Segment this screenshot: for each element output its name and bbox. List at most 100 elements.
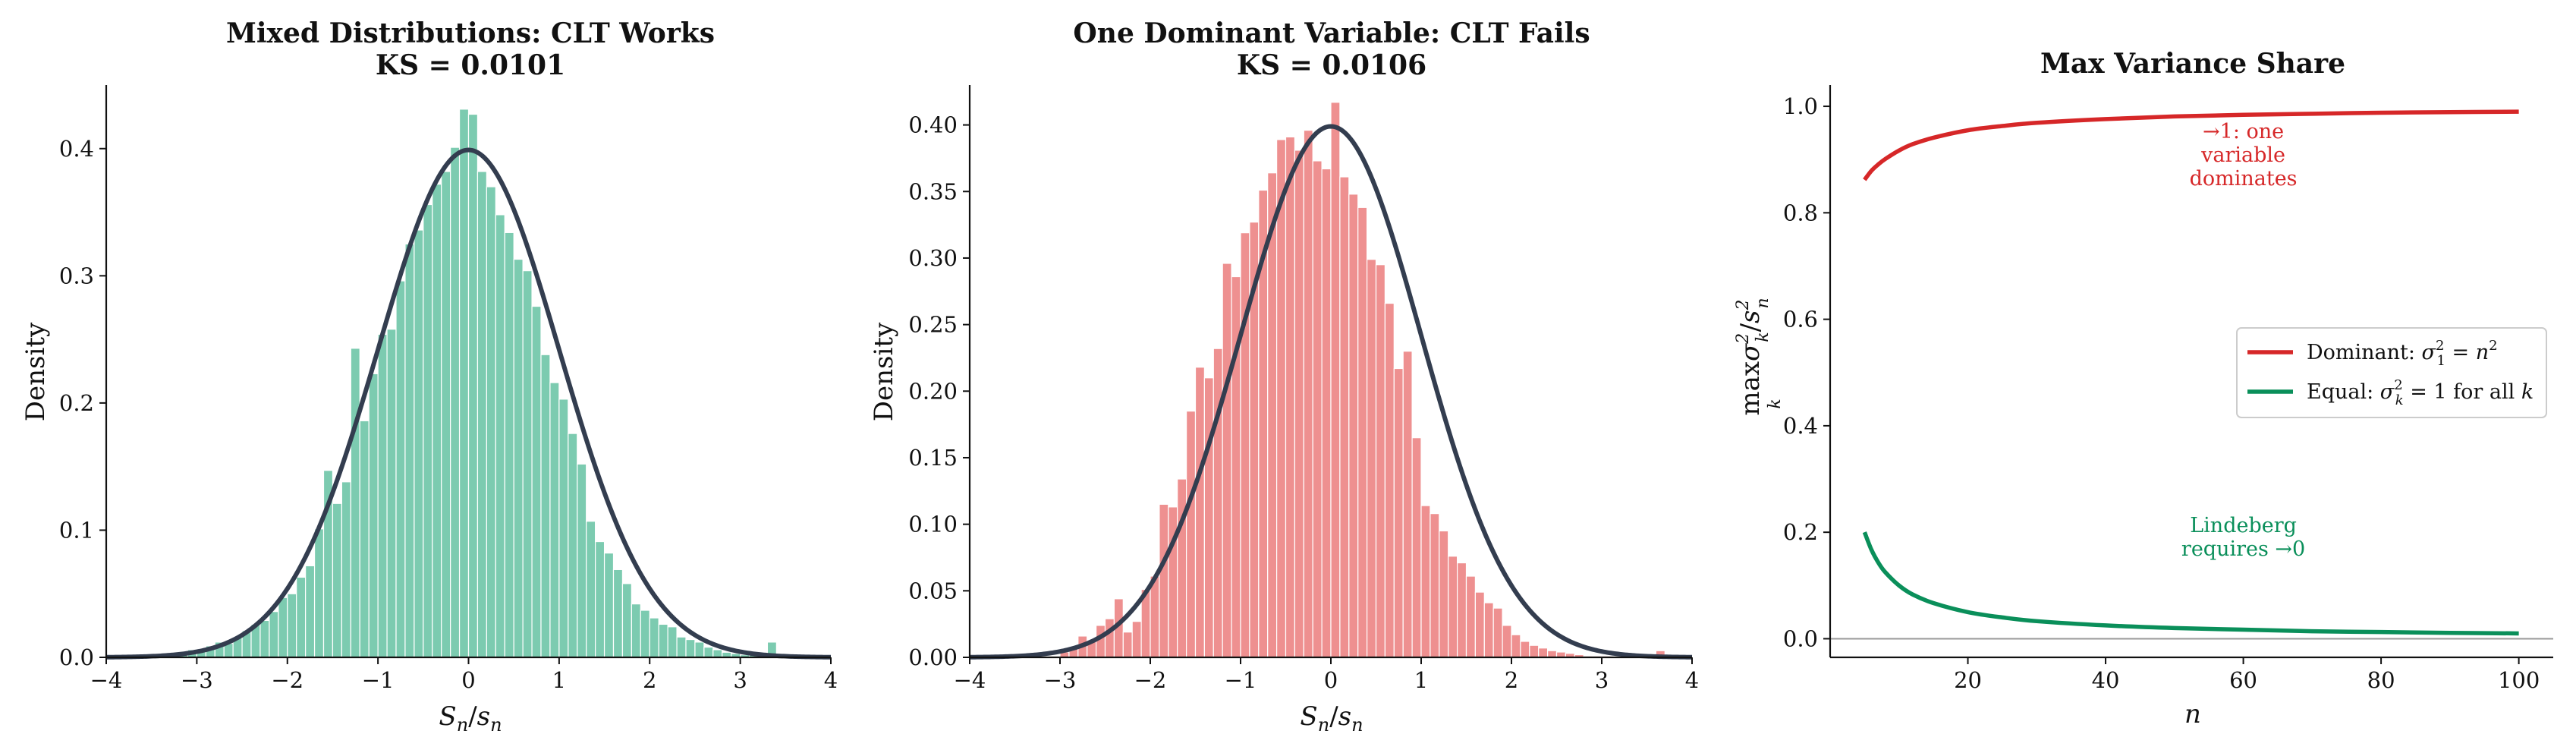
histogram-bar (1267, 172, 1278, 658)
x-tick-label: 2 (1505, 667, 1518, 693)
histogram-bar (531, 305, 542, 658)
histogram-bar (1384, 302, 1395, 658)
annotation-lindeberg: Lindeberg requires →0 (2181, 514, 2305, 561)
histogram-bar (1483, 602, 1494, 658)
annotations: →1: one variable dominates Lindeberg require… (2181, 120, 2305, 561)
histogram-bar (1203, 377, 1214, 658)
y-tick-label: 0.2 (59, 390, 94, 416)
histogram-bar (640, 610, 650, 658)
panel-max-variance-share: Max Variance Share 20 40 60 80 100 0.0 0.2 0.4… (1734, 48, 2553, 729)
y-tick-label: 0.20 (908, 378, 958, 404)
x-tick-label: 1 (552, 667, 566, 693)
chart-title: Max Variance Share (2040, 48, 2345, 80)
histogram-bar (1321, 168, 1332, 658)
x-tick-label: 100 (2498, 667, 2540, 693)
histogram-bar (395, 280, 406, 658)
y-axis-label: Density (869, 322, 899, 421)
series-line-dominant (1863, 109, 2519, 181)
axes (1829, 85, 2553, 659)
histogram-bar (1393, 367, 1404, 658)
histogram-bar (1294, 150, 1304, 658)
histogram-bar (477, 171, 487, 658)
y-tick-label: 0.8 (1783, 200, 1818, 225)
histogram-bar (386, 329, 397, 658)
histogram-bar (712, 649, 723, 658)
x-tick-label: 60 (2229, 667, 2257, 693)
histogram-bar (1194, 367, 1205, 658)
legend-entry: Dominant: σ2 1 = n2 (2307, 338, 2498, 369)
x-tick-label: 0 (461, 667, 475, 693)
histogram-bar (1131, 621, 1142, 658)
histogram-bar (540, 354, 551, 658)
chart-subtitle: KS = 0.0101 (376, 49, 565, 81)
histogram-bar (1465, 575, 1476, 658)
chart-title: One Dominant Variable: CLT Fails (1073, 17, 1590, 49)
panel-clt-works: Mixed Distributions: CLT Works KS = 0.01… (20, 17, 838, 736)
histogram-bar (558, 399, 569, 658)
histogram-bar (467, 113, 479, 658)
y-tick-label: 0.40 (908, 112, 958, 138)
histogram-bar (1339, 176, 1350, 658)
histogram-bar (1402, 351, 1413, 658)
x-tick-label: −2 (1134, 667, 1167, 693)
panel-clt-fails: One Dominant Variable: CLT Fails KS = 0.… (869, 17, 1699, 736)
histogram-bar (1303, 130, 1313, 658)
x-tick-label: −4 (954, 667, 986, 693)
histogram-bar (1474, 591, 1485, 658)
x-tick-label: −1 (1225, 667, 1257, 693)
histogram-bar (649, 617, 659, 658)
histogram-bar (1375, 264, 1386, 658)
y-tick-label: 1.0 (1783, 93, 1818, 119)
x-tick-label: 20 (1954, 667, 1982, 693)
y-axis-label: Density (20, 322, 51, 421)
x-ticks: 20 40 60 80 100 (1954, 657, 2540, 693)
histogram-bar (359, 420, 370, 658)
y-ticks: 0.00 0.05 0.10 0.15 0.20 0.25 0.30 0.35 0.40 (908, 112, 970, 670)
x-tick-label: 4 (1685, 667, 1699, 693)
y-axis-label: maxσ2k/s2n (1734, 298, 1772, 415)
histogram-bar (450, 147, 461, 658)
histogram-bar (495, 214, 505, 658)
histogram-bar (685, 638, 696, 658)
y-axis-label-subscript: k (1766, 399, 1785, 408)
y-tick-label: 0.3 (59, 263, 94, 288)
histogram-bar (259, 619, 270, 658)
histogram-bar (1439, 530, 1449, 658)
histogram-bar (667, 626, 678, 658)
histogram-bar (341, 481, 351, 658)
histogram-bar (586, 521, 596, 658)
chart-title: Mixed Distributions: CLT Works (226, 17, 715, 49)
histogram-bar (1240, 232, 1250, 658)
histogram-bar (414, 229, 424, 658)
histogram-bar (595, 540, 605, 658)
histogram-bar (504, 232, 514, 658)
histogram-bar (287, 593, 297, 658)
histogram-bar (522, 270, 533, 658)
normal-pdf-curve (969, 124, 1693, 660)
series-line-equal (1862, 531, 2519, 636)
histogram-bar (377, 333, 388, 658)
histogram-bar (621, 583, 632, 658)
histogram-bar (278, 597, 288, 658)
histogram-bar (1285, 136, 1295, 658)
y-tick-label: 0.6 (1783, 307, 1818, 332)
y-tick-label: 0.0 (1783, 625, 1818, 651)
legend-frame (2236, 327, 2547, 418)
x-tick-label: 40 (2092, 667, 2120, 693)
histogram-bar (1095, 625, 1106, 658)
histogram-bar (1492, 607, 1503, 658)
histogram-bar (1502, 625, 1512, 658)
histogram-bars (1059, 102, 1665, 658)
histogram-bar (296, 576, 307, 658)
histogram-bar (513, 258, 524, 658)
chart-subtitle: KS = 0.0106 (1237, 49, 1426, 81)
histogram-bar (332, 503, 342, 658)
histogram-bar (1348, 194, 1359, 658)
histogram-bar (1456, 562, 1467, 658)
y-tick-label: 0.05 (908, 578, 958, 603)
x-tick-label: 4 (824, 667, 838, 693)
histogram-bars (160, 109, 777, 658)
histogram-bar (1275, 139, 1287, 658)
y-tick-label: 0.25 (908, 312, 958, 338)
y-ticks: 0.0 0.1 0.2 0.3 0.4 (59, 136, 106, 670)
